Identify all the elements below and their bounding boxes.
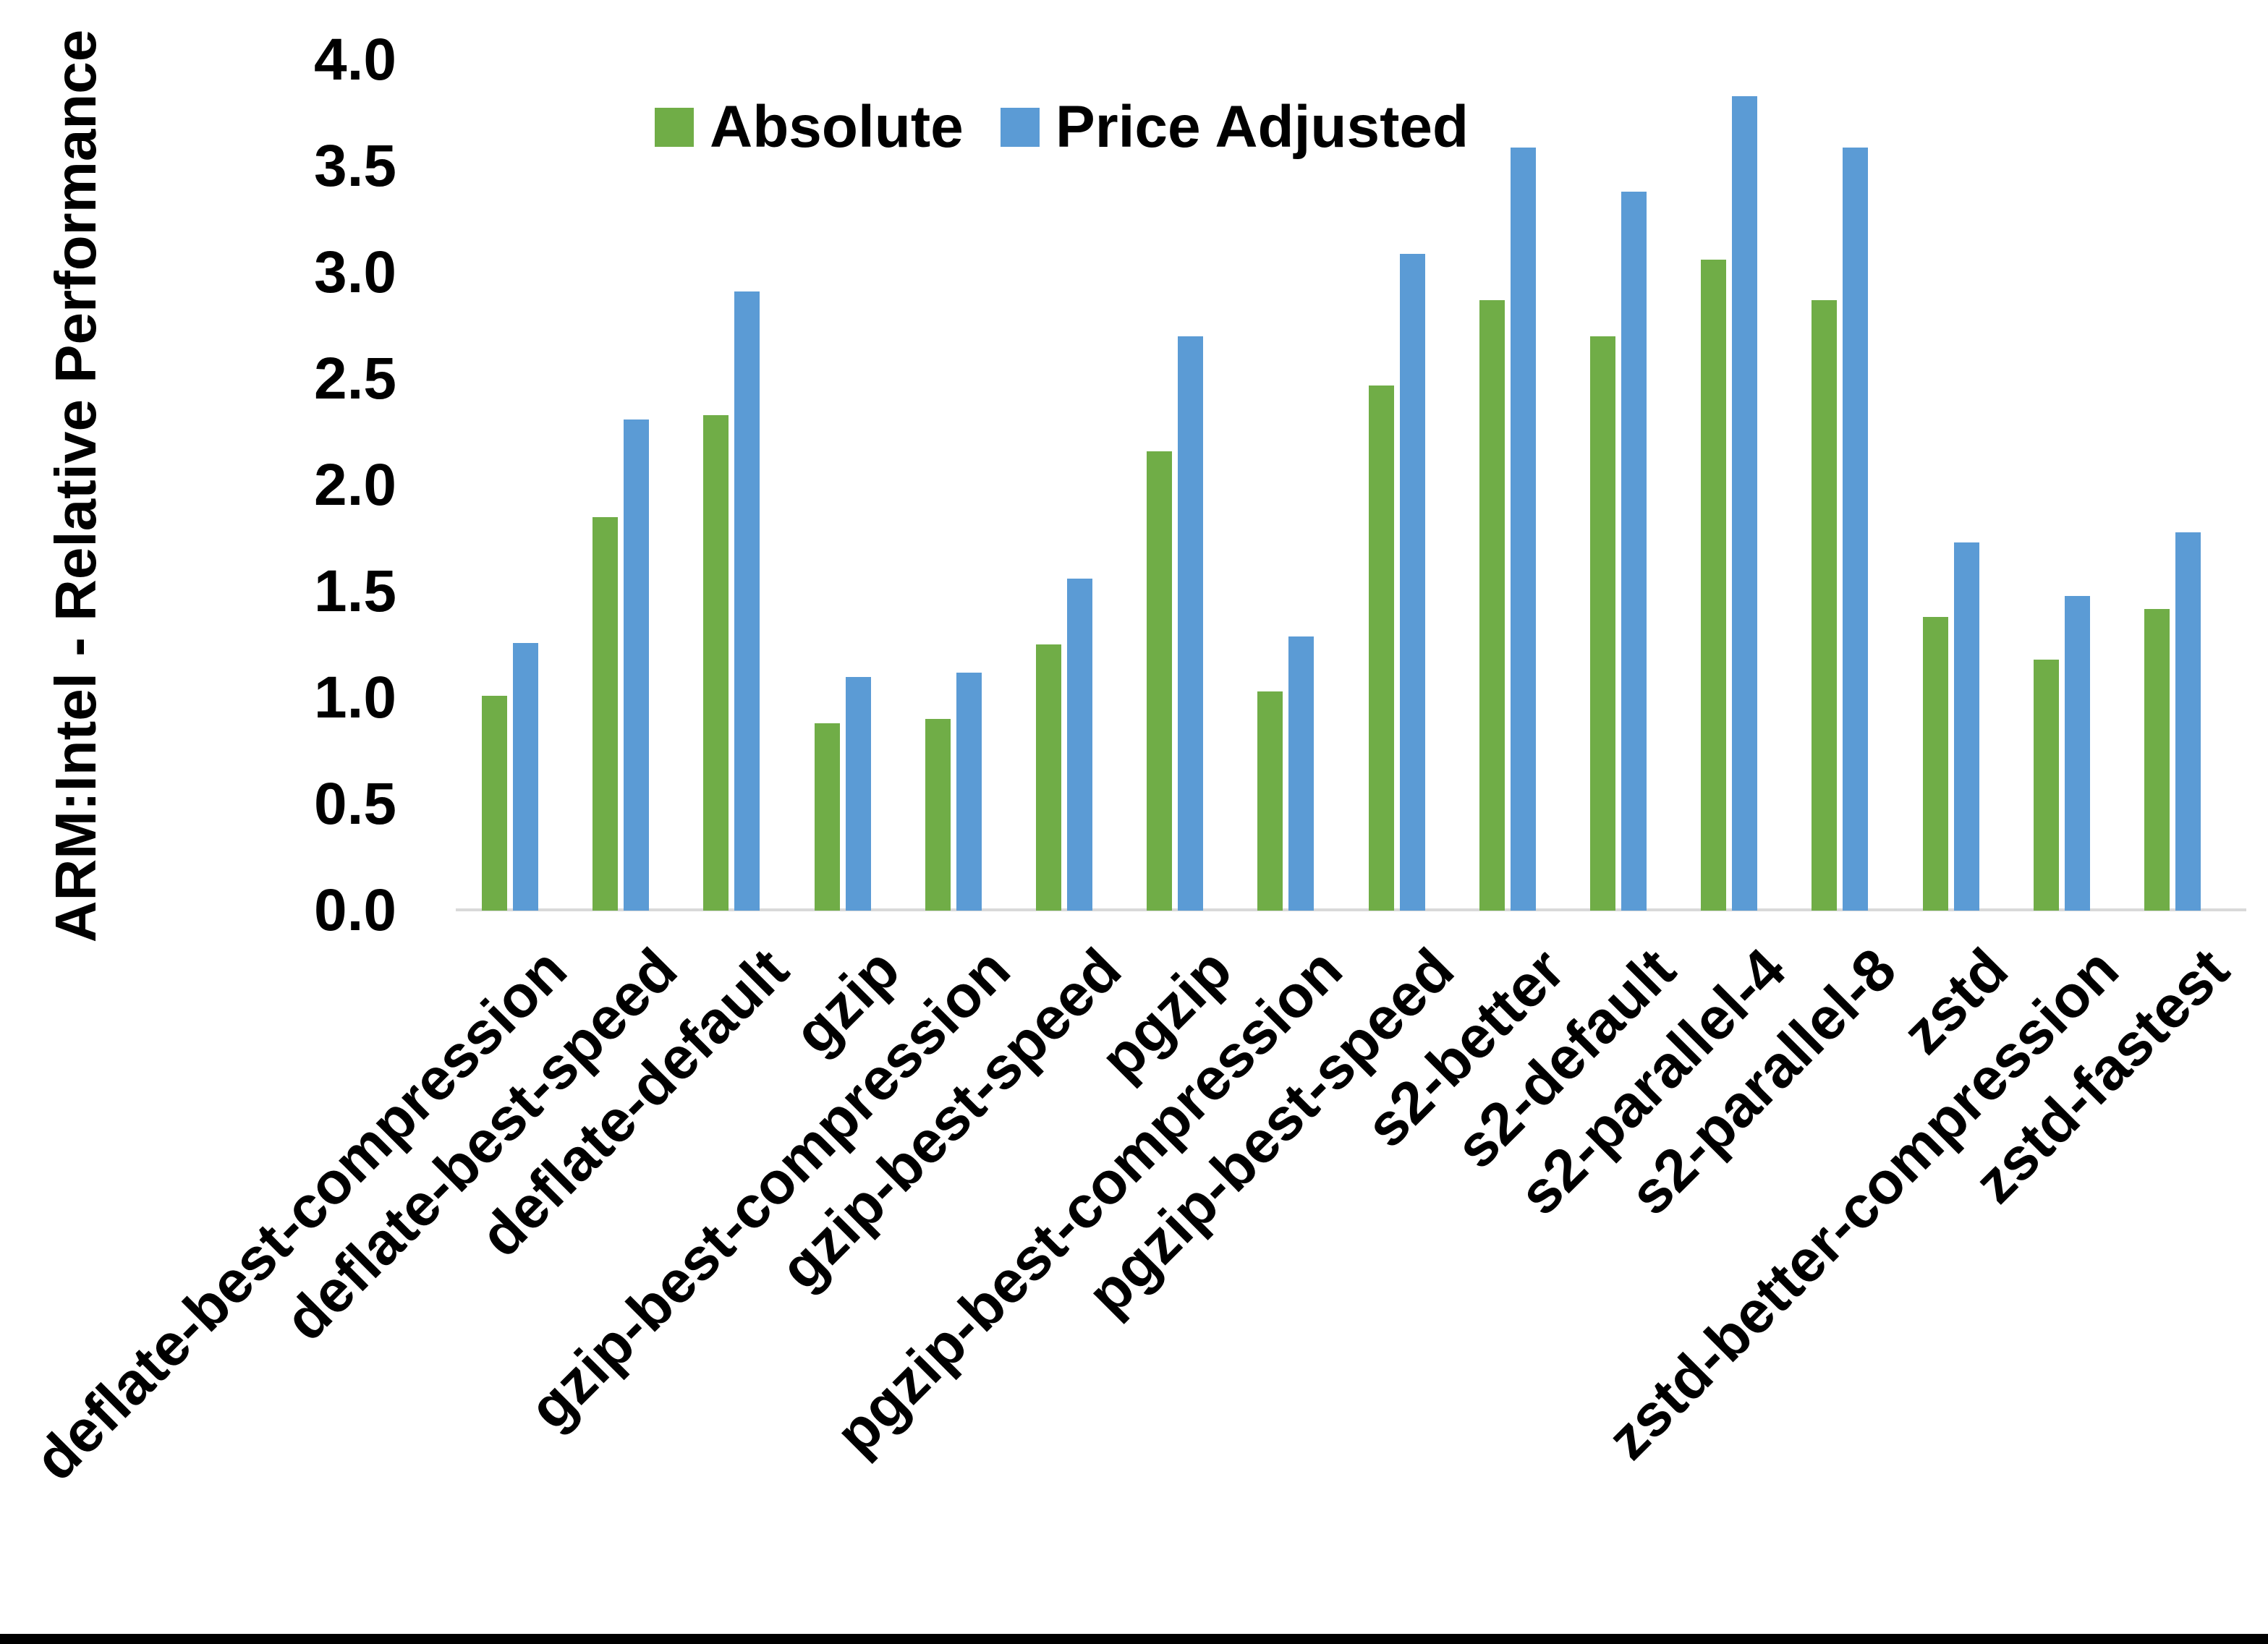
bar-price-adjusted bbox=[1067, 579, 1092, 911]
bar-absolute bbox=[1701, 260, 1726, 911]
bar-price-adjusted bbox=[1843, 148, 1868, 911]
bar-price-adjusted bbox=[624, 419, 649, 911]
y-axis-title: ARM:Intel - Relative Performance bbox=[43, 29, 108, 943]
legend-item: Price Adjusted bbox=[1001, 95, 1469, 160]
bar-price-adjusted bbox=[1511, 148, 1536, 911]
bar-price-adjusted bbox=[956, 673, 982, 911]
bar-absolute bbox=[703, 415, 729, 911]
bar-absolute bbox=[482, 696, 507, 911]
bar-absolute bbox=[2034, 660, 2059, 911]
bar-absolute bbox=[925, 719, 951, 911]
bar-price-adjusted bbox=[1288, 636, 1314, 911]
bottom-border-bar bbox=[0, 1634, 2268, 1644]
bar-price-adjusted bbox=[1954, 542, 1979, 911]
y-tick-label: 2.0 bbox=[314, 452, 396, 518]
y-tick-label: 3.0 bbox=[314, 239, 396, 305]
y-tick-label: 1.5 bbox=[314, 558, 396, 624]
y-tick-label: 0.0 bbox=[314, 877, 396, 943]
bar-price-adjusted bbox=[1400, 254, 1425, 911]
legend-swatch-icon bbox=[1001, 108, 1040, 147]
bar-price-adjusted bbox=[1621, 192, 1647, 911]
legend-item: Absolute bbox=[655, 95, 964, 160]
y-tick-label: 0.5 bbox=[314, 771, 396, 837]
bar-price-adjusted bbox=[2175, 532, 2201, 911]
legend-label: Price Adjusted bbox=[1056, 94, 1469, 160]
y-tick-label: 3.5 bbox=[314, 133, 396, 199]
y-tick-label: 1.0 bbox=[314, 665, 396, 731]
bar-price-adjusted bbox=[734, 291, 760, 911]
bar-absolute bbox=[1147, 451, 1172, 911]
bar-absolute bbox=[1590, 336, 1615, 911]
bar-price-adjusted bbox=[1732, 96, 1757, 911]
bar-absolute bbox=[1812, 300, 1837, 911]
y-tick-label: 2.5 bbox=[314, 346, 396, 412]
bar-price-adjusted bbox=[846, 677, 871, 911]
y-tick-label: 4.0 bbox=[314, 27, 396, 93]
legend-swatch-icon bbox=[655, 108, 694, 147]
bar-price-adjusted bbox=[513, 643, 538, 911]
bar-absolute bbox=[2144, 609, 2170, 911]
bar-absolute bbox=[1369, 386, 1394, 911]
bar-absolute bbox=[1923, 617, 1948, 911]
bar-absolute bbox=[1479, 300, 1505, 911]
bar-absolute bbox=[1257, 691, 1283, 911]
bar-absolute bbox=[593, 517, 618, 911]
bar-absolute bbox=[815, 723, 840, 911]
bar-price-adjusted bbox=[1178, 336, 1203, 911]
x-axis-line bbox=[456, 908, 2246, 911]
bar-absolute bbox=[1036, 644, 1061, 911]
legend-label: Absolute bbox=[710, 94, 964, 160]
bar-price-adjusted bbox=[2065, 596, 2090, 911]
